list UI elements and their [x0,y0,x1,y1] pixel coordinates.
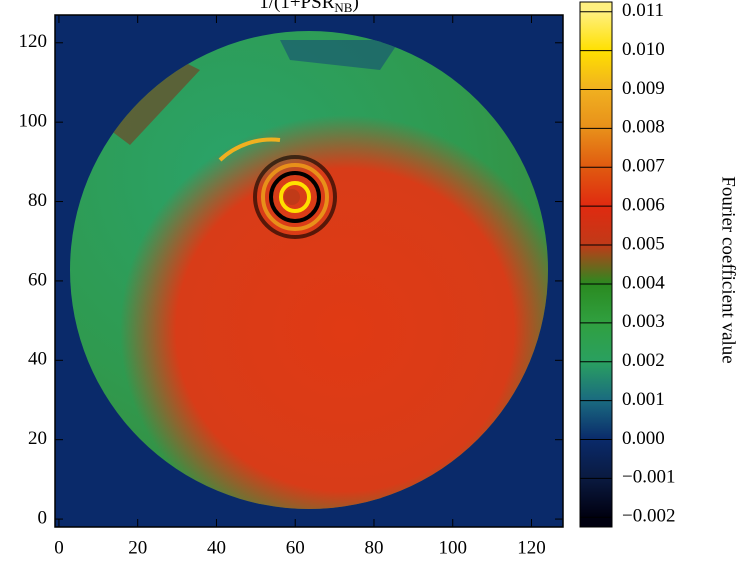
y-tick-label: 20 [28,428,47,449]
colorbar-tick-label: 0.005 [622,233,665,254]
y-tick-label: 120 [19,31,48,52]
colorbar-tick-label: 0.000 [622,428,665,449]
colorbar-tick-label: 0.006 [622,195,665,216]
x-tick-label: 40 [207,537,226,558]
x-tick-label: 20 [128,537,147,558]
x-tick-label: 0 [54,537,64,558]
x-tick-label: 120 [517,537,546,558]
colorbar-tick-label: 0.002 [622,350,665,371]
y-tick-label: 0 [38,507,48,528]
x-tick-label: 60 [286,537,305,558]
colorbar-tick-label: −0.001 [622,467,675,488]
colorbar [580,2,612,527]
colorbar-tick-label: 0.009 [622,78,665,99]
y-tick-label: 60 [28,269,47,290]
colorbar-tick-label: 0.008 [622,117,665,138]
colorbar-tick-label: −0.002 [622,506,675,527]
colorbar-tick-label: 0.004 [622,272,665,293]
heatmap-image [55,15,563,527]
title-subscript: NB [334,0,352,15]
title-end: ) [352,0,358,13]
colorbar-frame [579,1,613,528]
colorbar-tick-label: 0.001 [622,389,665,410]
y-tick-label: 100 [19,111,48,132]
colorbar-tick-label: 0.003 [622,311,665,332]
colorbar-tick-label: 0.010 [622,39,665,60]
colorbar-tick-label: 0.011 [622,0,664,21]
chart-title: 1/(1+PSRNB) [259,0,359,15]
colorbar-label: Fourier coefficient value [718,176,739,363]
colorbar-tick-label: 0.007 [622,156,665,177]
y-tick-label: 80 [28,190,47,211]
title: 1/(1+PSRNB) [259,0,359,15]
x-tick-label: 80 [364,537,383,558]
plot-frame [54,14,564,528]
y-tick-label: 40 [28,349,47,370]
title-main: 1/(1+PSR [259,0,334,13]
x-tick-label: 100 [438,537,467,558]
